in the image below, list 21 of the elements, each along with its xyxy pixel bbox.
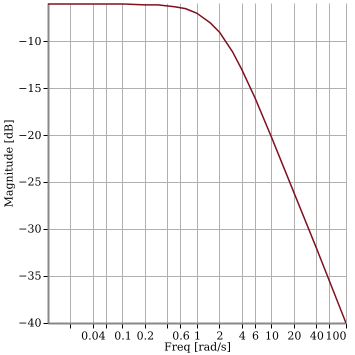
y-tick-label: −20 bbox=[18, 128, 42, 142]
x-tick-label: 0.04 bbox=[81, 330, 106, 342]
y-tick-label: −30 bbox=[18, 222, 42, 236]
y-tick-label: −25 bbox=[18, 176, 42, 189]
x-tick-label: 1 bbox=[194, 330, 201, 342]
x-tick-label: 40 bbox=[310, 330, 324, 342]
x-tick-label: 6 bbox=[252, 330, 259, 342]
x-tick-label: 4 bbox=[238, 330, 246, 342]
y-tick-label: −10 bbox=[18, 34, 42, 48]
x-tick-label: 0.6 bbox=[172, 330, 190, 342]
y-tick-label: −35 bbox=[18, 270, 42, 283]
x-tick-label: 0.1 bbox=[114, 330, 132, 342]
y-axis-title: Magnitude [dB] bbox=[2, 120, 16, 208]
x-tick-label: 100 bbox=[326, 330, 346, 342]
x-tick-label: 2 bbox=[216, 330, 224, 342]
x-tick-label: 0.2 bbox=[136, 330, 154, 342]
y-tick-label: −15 bbox=[18, 82, 42, 95]
x-tick-label: 20 bbox=[287, 330, 302, 342]
x-axis-title: Freq [rad/s] bbox=[164, 340, 231, 354]
x-tick-label: 10 bbox=[265, 330, 279, 342]
y-tick-label: −40 bbox=[18, 316, 42, 330]
